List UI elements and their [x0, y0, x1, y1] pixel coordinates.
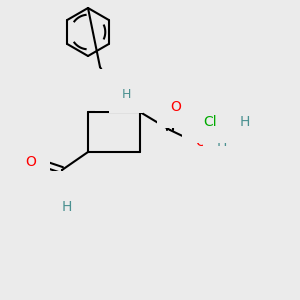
Text: O: O	[26, 155, 36, 169]
Text: H: H	[62, 200, 72, 214]
Text: O: O	[196, 135, 206, 149]
Text: N: N	[109, 83, 119, 97]
Text: H: H	[240, 115, 250, 129]
Text: H: H	[121, 88, 131, 100]
Text: O: O	[63, 185, 74, 199]
Text: H: H	[217, 135, 227, 149]
Text: Cl: Cl	[203, 115, 217, 129]
Text: O: O	[171, 100, 182, 114]
